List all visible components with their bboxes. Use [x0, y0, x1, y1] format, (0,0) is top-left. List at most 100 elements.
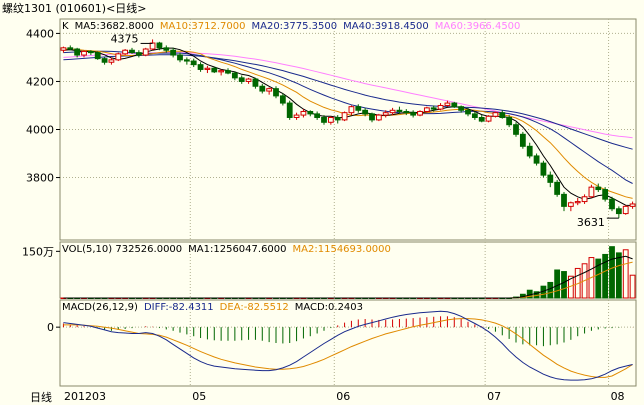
candle-body: [204, 67, 211, 70]
candle-body: [129, 49, 135, 54]
macd-tick-label: 0: [47, 321, 54, 334]
candle-body: [170, 49, 177, 56]
k-label: K: [62, 21, 69, 32]
candle-body: [609, 198, 615, 210]
candle-body: [355, 106, 362, 111]
candle-body: [279, 95, 286, 104]
candle-body: [471, 113, 478, 118]
candle-body: [348, 106, 355, 114]
candle-body: [87, 50, 94, 54]
candle-body: [465, 109, 471, 115]
candle-body: [94, 52, 101, 60]
candle-body: [60, 47, 67, 51]
volume-bar: [609, 246, 615, 299]
volume-bar: [615, 252, 622, 299]
candle-body: [273, 88, 279, 97]
candle-body: [334, 116, 341, 121]
candle-body: [266, 88, 273, 92]
period-label: 日线: [30, 391, 52, 404]
volume-bar: [554, 269, 561, 299]
candle-body: [238, 77, 245, 82]
candle-body: [321, 116, 327, 123]
candle-body: [423, 107, 430, 112]
vol-ma2-legend: MA2:1154693.0000: [292, 244, 391, 255]
candle-body: [485, 115, 492, 122]
ma5-legend: MA5:3682.8000: [74, 21, 154, 32]
low-annotation: 3631: [577, 216, 605, 229]
candle-body: [135, 52, 142, 56]
volume-bar: [622, 249, 629, 299]
x-tick-label: 201203: [64, 390, 106, 403]
candle-body: [417, 110, 423, 116]
candle-body: [458, 106, 465, 111]
candle-body: [561, 193, 567, 207]
candle-body: [499, 112, 506, 118]
ma5-line: [63, 47, 633, 207]
dea-line: [63, 318, 633, 378]
ma60-line: [63, 52, 633, 139]
volume-bar: [561, 271, 567, 299]
candle-body: [122, 49, 129, 55]
candle-body: [211, 67, 218, 73]
candle-body: [615, 208, 622, 215]
candle-body: [622, 205, 629, 215]
candle-body: [403, 110, 410, 114]
volume-bar: [595, 258, 602, 299]
candle-body: [554, 181, 561, 195]
vol-label: VOL(5,10) 732526.0000: [62, 244, 183, 255]
candle-body: [581, 196, 588, 203]
candle-body: [218, 70, 225, 73]
volume-ma2-line: [63, 261, 633, 299]
high-annotation: 4375: [111, 32, 139, 45]
ma40-line: [63, 54, 633, 150]
candle-body: [444, 102, 451, 106]
ma10-legend: MA10:3712.7000: [159, 21, 246, 32]
candle-body: [74, 48, 81, 56]
candle-body: [595, 186, 602, 191]
candle-body: [156, 42, 163, 49]
x-tick-label: 08: [611, 390, 625, 403]
price-legend: K MA5:3682.8000 MA10:3712.7000 MA20:3775.35…: [62, 21, 526, 33]
candle-body: [81, 50, 87, 56]
candle-body: [362, 109, 369, 115]
dif-line: [63, 310, 633, 381]
candle-body: [567, 202, 574, 207]
candle-body: [197, 64, 204, 70]
candle-body: [293, 114, 300, 118]
candle-body: [245, 78, 252, 82]
candle-body: [183, 59, 190, 62]
volume-legend: VOL(5,10) 732526.0000 MA1:1256047.6000 MA2…: [62, 244, 397, 256]
candle-body: [375, 114, 382, 121]
candle-body: [526, 145, 533, 157]
candle-body: [629, 203, 636, 207]
volume-bar: [629, 274, 636, 299]
candle-body: [602, 189, 609, 200]
candle-body: [451, 102, 458, 108]
candle-body: [478, 116, 485, 122]
candle-body: [547, 174, 554, 183]
ma20-legend: MA20:3775.3500: [251, 21, 338, 32]
price-tick-label: 4200: [26, 75, 54, 88]
ma40-legend: MA40:3918.4500: [343, 21, 429, 32]
candle-body: [430, 107, 437, 110]
candle-body: [382, 112, 389, 116]
candle-body: [492, 112, 499, 117]
candle-body: [149, 42, 156, 50]
macd-legend: MACD(26,12,9) DIFF:-82.4311 DEA:-82.5512 MA…: [62, 302, 369, 314]
candle-body: [259, 85, 266, 92]
volume-ma1-line: [63, 255, 633, 299]
ma20-line: [63, 50, 633, 184]
candle-body: [300, 110, 307, 116]
candle-body: [252, 78, 259, 87]
candle-body: [101, 58, 108, 63]
candle-body: [506, 116, 513, 126]
price-tick-label: 3800: [26, 172, 54, 185]
window-title: 螺纹1301 (010601)<日线>: [2, 2, 147, 15]
candle-body: [307, 110, 314, 115]
candle-body: [574, 201, 581, 204]
vol-ma1-legend: MA1:1256047.6000: [188, 244, 287, 255]
candle-body: [396, 109, 403, 112]
candle-body: [177, 54, 183, 61]
